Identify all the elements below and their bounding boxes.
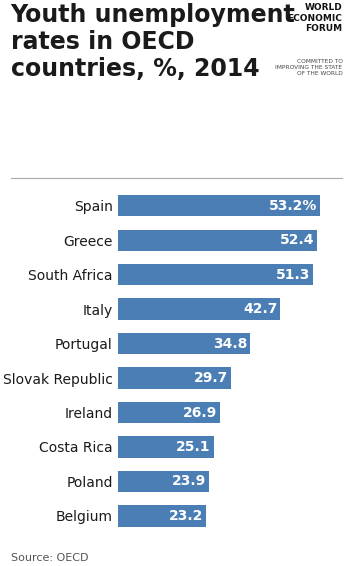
Bar: [118, 230, 317, 251]
Bar: [118, 436, 214, 458]
Bar: [118, 505, 206, 526]
Text: 26.9: 26.9: [183, 405, 217, 419]
Text: 51.3: 51.3: [275, 268, 310, 282]
Bar: [118, 402, 220, 423]
Bar: [118, 333, 250, 354]
Text: 23.9: 23.9: [172, 474, 206, 488]
Text: WORLD
ECONOMIC
FORUM: WORLD ECONOMIC FORUM: [288, 3, 342, 33]
Bar: [118, 264, 313, 285]
Text: 29.7: 29.7: [194, 371, 228, 385]
Text: Youth unemployment
rates in OECD
countries, %, 2014: Youth unemployment rates in OECD countri…: [11, 3, 295, 80]
Text: 25.1: 25.1: [176, 440, 210, 454]
Text: 34.8: 34.8: [213, 337, 247, 350]
Bar: [118, 367, 231, 389]
Text: 52.4: 52.4: [280, 233, 314, 247]
Bar: [118, 195, 320, 216]
Text: Source: OECD: Source: OECD: [11, 553, 88, 563]
Text: COMMITTED TO
IMPROVING THE STATE
OF THE WORLD: COMMITTED TO IMPROVING THE STATE OF THE …: [275, 59, 342, 76]
Bar: [118, 471, 209, 492]
Bar: [118, 298, 280, 320]
Text: 53.2%: 53.2%: [269, 199, 317, 213]
Text: 23.2: 23.2: [169, 509, 203, 523]
Text: 42.7: 42.7: [243, 302, 277, 316]
